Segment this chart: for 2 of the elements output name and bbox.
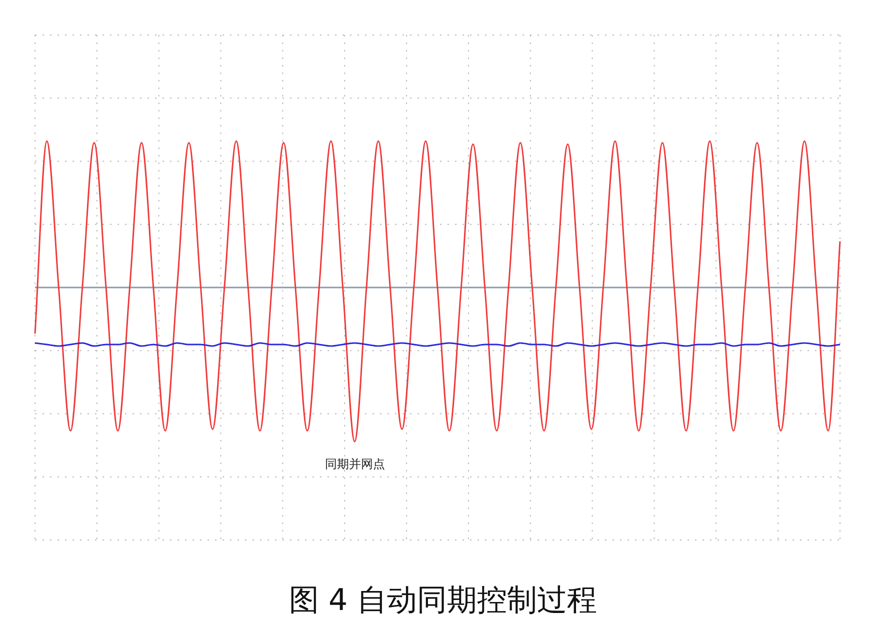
text: 图 4 自动同期控制过程 [288, 583, 598, 618]
text: 同期并网点 [325, 457, 385, 471]
